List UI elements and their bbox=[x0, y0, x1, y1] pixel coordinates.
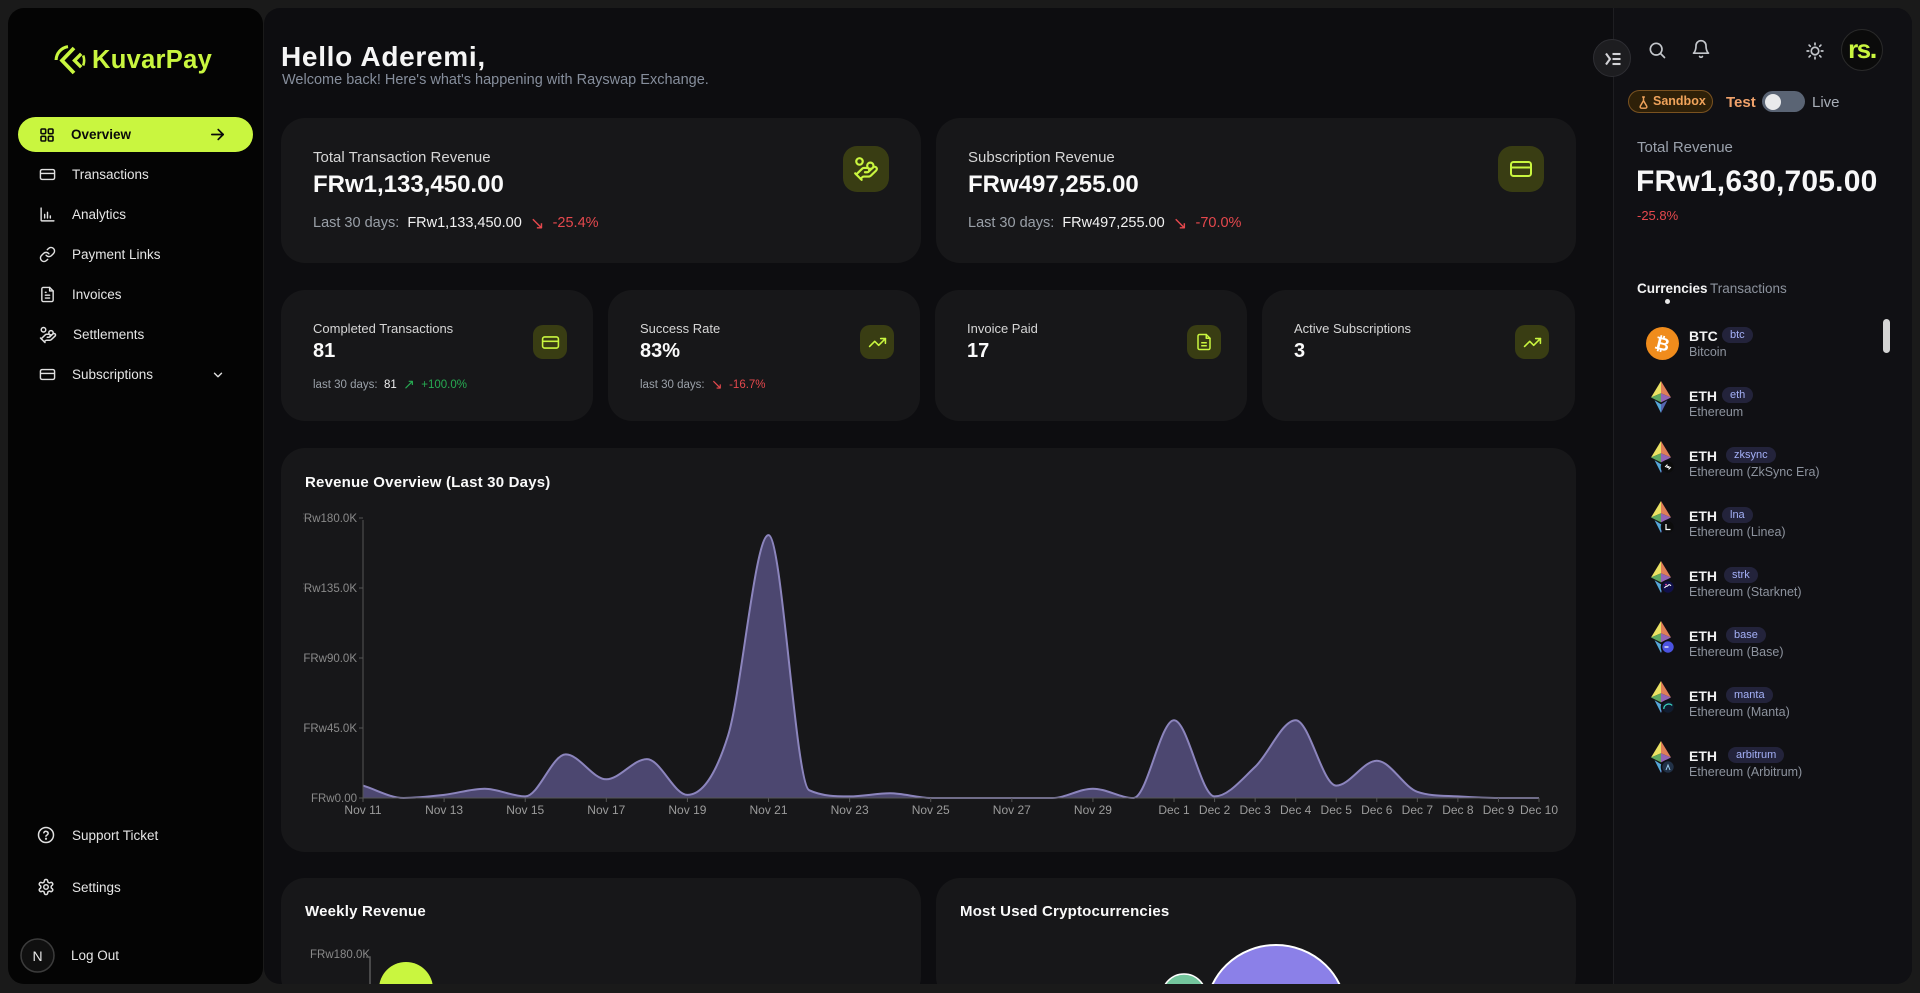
svg-text:Nov 21: Nov 21 bbox=[750, 803, 788, 817]
svg-text:Dec 10: Dec 10 bbox=[1520, 803, 1558, 817]
svg-text:Nov 23: Nov 23 bbox=[831, 803, 869, 817]
svg-text:Nov 15: Nov 15 bbox=[506, 803, 544, 817]
svg-text:Nov 13: Nov 13 bbox=[425, 803, 463, 817]
svg-text:FRw0.00: FRw0.00 bbox=[311, 793, 357, 805]
svg-text:Dec 8: Dec 8 bbox=[1442, 803, 1474, 817]
svg-text:Dec 3: Dec 3 bbox=[1239, 803, 1271, 817]
svg-text:FRw45.0K: FRw45.0K bbox=[303, 723, 357, 735]
svg-text:Dec 4: Dec 4 bbox=[1280, 803, 1312, 817]
svg-text:Dec 7: Dec 7 bbox=[1402, 803, 1434, 817]
svg-text:Dec 2: Dec 2 bbox=[1199, 803, 1231, 817]
svg-text:FRw180.0K: FRw180.0K bbox=[297, 513, 357, 525]
svg-text:Dec 1: Dec 1 bbox=[1158, 803, 1190, 817]
svg-text:Nov 17: Nov 17 bbox=[587, 803, 625, 817]
svg-text:Nov 27: Nov 27 bbox=[993, 803, 1031, 817]
svg-text:₿: ₿ bbox=[1653, 333, 1672, 356]
svg-text:Nov 19: Nov 19 bbox=[668, 803, 706, 817]
svg-text:Dec 9: Dec 9 bbox=[1483, 803, 1515, 817]
svg-text:FRw90.0K: FRw90.0K bbox=[303, 653, 357, 665]
svg-text:Dec 6: Dec 6 bbox=[1361, 803, 1393, 817]
svg-text:Dec 5: Dec 5 bbox=[1321, 803, 1353, 817]
svg-text:Nov 11: Nov 11 bbox=[344, 803, 381, 817]
svg-text:Nov 29: Nov 29 bbox=[1074, 803, 1112, 817]
svg-text:Nov 25: Nov 25 bbox=[912, 803, 950, 817]
svg-text:N: N bbox=[32, 948, 42, 964]
svg-text:FRw135.0K: FRw135.0K bbox=[297, 583, 357, 595]
